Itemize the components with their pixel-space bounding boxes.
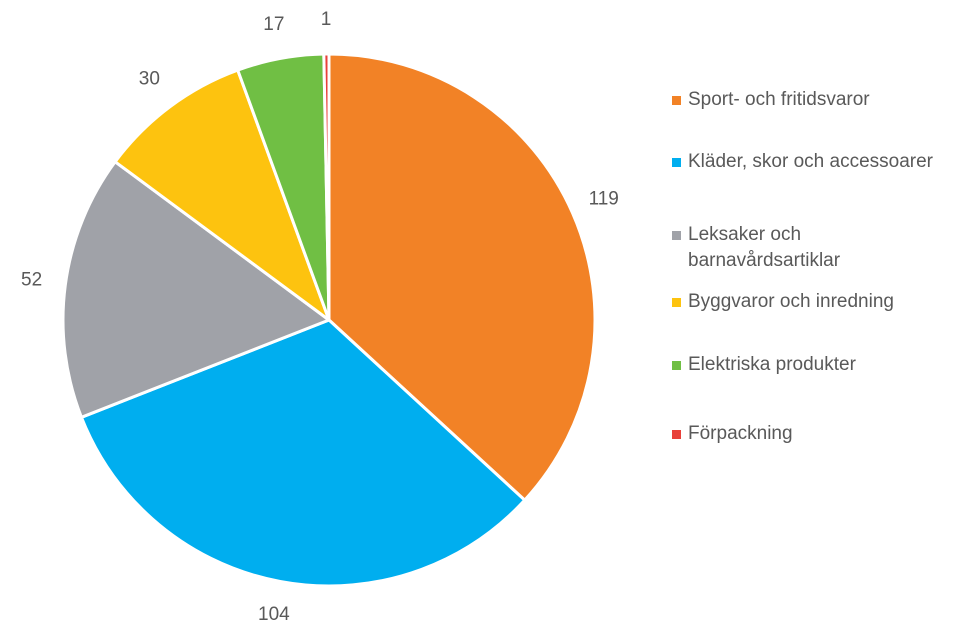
legend-label: Byggvaror och inredning (688, 291, 894, 312)
legend-label: Leksaker och barnavårdsartiklar (688, 224, 841, 271)
legend-label: Förpackning (688, 423, 793, 444)
legend-swatch (672, 430, 681, 439)
legend-swatch (672, 298, 681, 307)
pie-slice (61, 160, 331, 419)
legend-label: Kläder, skor och accessoarer (688, 151, 934, 172)
data-label: 30 (139, 69, 160, 90)
legend-item: Sport- och fritidsvaror (672, 87, 954, 113)
data-label: 52 (21, 270, 42, 291)
pie-slice (79, 318, 527, 588)
legend-label: Elektriska produkter (688, 354, 856, 375)
data-label: 17 (263, 14, 284, 35)
legend-item: Kläder, skor och accessoarer (672, 149, 954, 175)
legend-label: Sport- och fritidsvaror (688, 89, 870, 110)
legend-item: Leksaker och barnavårdsartiklar (672, 222, 954, 274)
legend-swatch (672, 361, 681, 370)
data-label: 119 (589, 189, 619, 210)
pie-slice (113, 68, 331, 322)
pie-slice (322, 52, 331, 322)
legend-item: Elektriska produkter (672, 352, 954, 378)
pie-area: 119 104 52 30 17 1 (21, 9, 619, 621)
data-label: 1 (321, 9, 332, 30)
pie-slice (327, 52, 597, 502)
legend-item: Byggvaror och inredning (672, 289, 954, 315)
legend-swatch (672, 96, 681, 105)
legend-swatch (672, 231, 681, 240)
legend-item: Förpackning (672, 421, 954, 447)
legend-swatch (672, 158, 681, 167)
data-label: 104 (258, 604, 290, 621)
